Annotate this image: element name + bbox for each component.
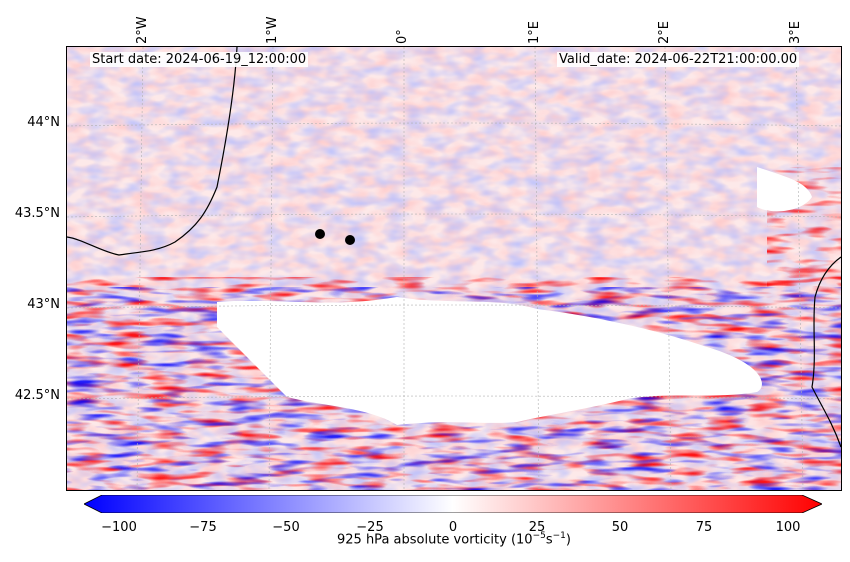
vorticity-map <box>66 46 842 491</box>
lat-label-43: 43°N <box>27 297 60 312</box>
lon-label-2e: 2°E <box>657 21 672 44</box>
vorticity-field <box>67 47 841 490</box>
location-marker <box>345 235 355 245</box>
lat-label-44: 44°N <box>27 115 60 130</box>
colorbar-tick: 50 <box>611 520 629 535</box>
lat-label-42-5: 42.5°N <box>14 388 60 403</box>
lat-label-43-5: 43.5°N <box>14 206 60 221</box>
colorbar-tick: −25 <box>356 520 384 535</box>
colorbar-tick: −100 <box>101 520 137 535</box>
colorbar-tick: 100 <box>775 520 801 535</box>
colorbar-tick: 25 <box>528 520 546 535</box>
lon-label-0: 0° <box>395 29 410 44</box>
colorbar-label: 925 hPa absolute vorticity (10−5s−1) <box>337 531 571 548</box>
colorbar <box>84 495 822 513</box>
colorbar-tick: 0 <box>448 520 458 535</box>
colorbar-tick: −75 <box>189 520 217 535</box>
lon-label-1e: 1°E <box>527 21 542 44</box>
lon-label-1w: 1°W <box>265 16 280 44</box>
colorbar-tick: 75 <box>695 520 713 535</box>
start-date-text: Start date: 2024-06-19_12:00:00 <box>90 52 309 67</box>
lon-label-2w: 2°W <box>135 16 150 44</box>
valid-date-text: Valid_date: 2024-06-22T21:00:00.00 <box>557 52 800 67</box>
location-marker <box>315 229 325 239</box>
colorbar-tick: −50 <box>272 520 300 535</box>
lon-label-3e: 3°E <box>788 21 803 44</box>
